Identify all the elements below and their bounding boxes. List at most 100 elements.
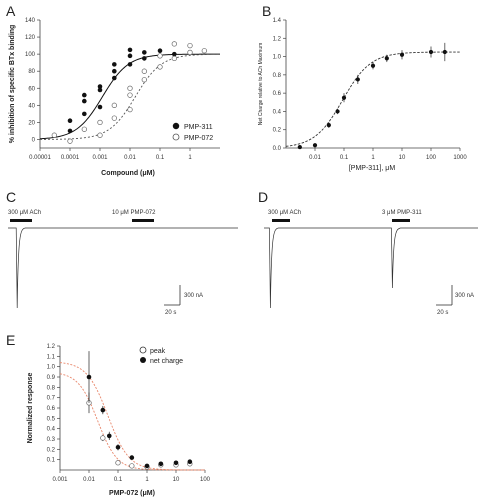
chart-a-ylabel: % inhibition of specific BTx binding [9, 25, 16, 144]
chart-e-point-peak [100, 435, 106, 441]
chart-e-point-peak [129, 463, 135, 469]
chart-e-ytick-label: 1.1 [47, 354, 56, 360]
chart-e-point-net-charge [129, 455, 135, 460]
chart-e-ytick-label: 0.7 [47, 396, 56, 402]
chart-e-fits [59, 362, 205, 471]
chart-b-ytick-label: 0.8 [273, 73, 282, 79]
trace-c-label-agonist: 300 μM ACh [8, 210, 41, 216]
chart-e-ytick-label: 0.2 [47, 447, 56, 453]
chart-e-yticks: 0.1 0.2 0.3 0.4 0.5 0.6 0.7 0.8 0.9 1.0 1.1 1.2 [47, 344, 60, 464]
chart-a-point-pmp311 [112, 68, 117, 74]
chart-e-legend-marker-net-charge [140, 357, 146, 363]
trace-d: 300 μM ACh 3 μM PMP-311 300 nA 20 s [264, 210, 478, 316]
chart-e: 0.1 0.2 0.3 0.4 0.5 0.6 0.7 0.8 0.9 1.0 1.1 1.2 0.0… [27, 344, 211, 497]
chart-a-ytick-label: 40 [28, 103, 35, 109]
chart-a-point-pmp072 [97, 132, 103, 138]
chart-e-point-net-charge [187, 459, 193, 465]
trace-c: 300 μM ACh 10 μM PMP-072 300 nA 20 s [8, 210, 238, 316]
chart-e-ytick-label: 0.5 [47, 416, 56, 422]
chart-a-point-pmp311 [82, 98, 87, 104]
chart-e-point-net-charge [100, 407, 106, 413]
panel-letter-e: E [6, 332, 15, 348]
trace-d-scalebar: 300 nA 20 s [436, 285, 474, 316]
chart-b-points [297, 42, 447, 150]
chart-b-xtick-label: 0.1 [340, 155, 349, 161]
chart-e-xtick-label: 0.1 [114, 477, 123, 483]
trace-d-line [264, 227, 478, 309]
chart-b-xtick-label: 100 [426, 155, 437, 161]
chart-b-point [428, 49, 434, 55]
chart-a-point-pmp311 [127, 47, 133, 53]
chart-b-ylabel: Net Charge relative to ACh Maximum [258, 43, 264, 126]
chart-a-point-pmp072 [157, 53, 163, 59]
chart-b-point [355, 77, 360, 82]
panel-letter-d: D [258, 189, 268, 205]
chart-a-ytick-label: 80 [28, 69, 35, 75]
chart-e-ylabel: Normalized response [27, 372, 34, 443]
chart-e-xticks: 0.001 0.01 0.1 1 10 100 [52, 470, 211, 483]
chart-a-yticks: 0 20 40 60 80 100 120 140 [25, 18, 40, 143]
chart-b-point [399, 52, 405, 57]
chart-a-point-pmp311 [127, 62, 133, 67]
chart-a-legend-marker-pmp311 [172, 122, 180, 130]
chart-e-axes [59, 346, 205, 471]
chart-e-legend-label-peak: peak [150, 348, 166, 355]
trace-d-bar-compound [392, 219, 410, 222]
trace-c-bar-agonist [10, 219, 32, 222]
chart-e-ytick-label: 0.9 [47, 375, 56, 381]
chart-a-xtick-label: 0.1 [156, 155, 165, 161]
chart-a-xticks: 0.00001 0.0001 0.001 0.01 0.1 1 [29, 148, 192, 161]
trace-d-scale-current: 300 nA [455, 293, 474, 299]
chart-a-xtick-label: 0.0001 [61, 155, 80, 161]
chart-b-point [326, 123, 331, 128]
chart-e-point-net-charge [158, 461, 164, 467]
chart-e-legend-label-net-charge: net charge [150, 358, 183, 365]
chart-a-point-pmp072 [67, 138, 73, 144]
chart-a-ytick-label: 20 [28, 120, 35, 126]
chart-e-ytick-label: 0.8 [47, 385, 56, 391]
chart-a-point-pmp311 [97, 87, 103, 93]
chart-b-point [341, 95, 347, 100]
chart-a-point-pmp311 [97, 104, 103, 110]
chart-a-ytick-label: 120 [25, 35, 36, 41]
chart-a-point-pmp072 [171, 41, 177, 47]
chart-e-ytick-label: 1.0 [47, 365, 56, 371]
chart-b-ytick-label: 1.2 [273, 36, 282, 42]
chart-a-point-pmp072 [141, 68, 147, 74]
chart-b-ytick-label: 0.6 [273, 91, 282, 97]
chart-b-ytick-label: 0.0 [273, 146, 282, 152]
chart-a-point-pmp072 [201, 48, 207, 54]
chart-a-legend-marker-pmp072 [172, 133, 180, 141]
trace-d-label-agonist: 300 μM ACh [268, 210, 301, 216]
chart-a-point-pmp072 [51, 132, 57, 138]
chart-a-point-pmp311 [172, 51, 177, 57]
chart-a-ytick-label: 100 [25, 52, 36, 58]
chart-b: 0.0 0.2 0.4 0.6 0.8 1.0 1.2 1.4 0.01 0.1 1 10 100 10… [258, 18, 467, 172]
chart-e-point-net-charge [106, 433, 112, 439]
chart-e-point-net-charge [173, 460, 179, 466]
chart-a-xtick-label: 1 [188, 155, 192, 161]
chart-a-ytick-label: 140 [25, 18, 36, 24]
chart-b-ytick-label: 0.2 [273, 128, 282, 134]
chart-b-ytick-label: 1.0 [273, 55, 282, 61]
trace-c-scale-time: 20 s [165, 310, 176, 316]
chart-e-ytick-label: 0.6 [47, 406, 56, 412]
chart-b-point [297, 144, 302, 150]
chart-b-xticks: 0.01 0.1 1 10 100 1000 [309, 148, 467, 161]
chart-a-point-pmp072 [127, 106, 133, 113]
chart-e-xtick-label: 100 [200, 477, 211, 483]
chart-e-point-net-charge [144, 463, 150, 469]
chart-a-ytick-label: 60 [28, 86, 35, 92]
chart-e-ytick-label: 0.3 [47, 437, 56, 443]
chart-e-xlabel: PMP-072 (μM) [109, 490, 155, 497]
chart-a-point-pmp311 [97, 84, 103, 89]
chart-e-point-peak [115, 460, 121, 466]
chart-e-point-net-charge [86, 374, 92, 380]
chart-a-point-pmp072 [127, 92, 133, 98]
chart-b-axes [285, 20, 460, 149]
trace-d-bar-agonist [272, 219, 290, 222]
chart-a-legend-label-pmp311: PMP-311 [184, 124, 213, 131]
chart-b-point [442, 49, 447, 55]
